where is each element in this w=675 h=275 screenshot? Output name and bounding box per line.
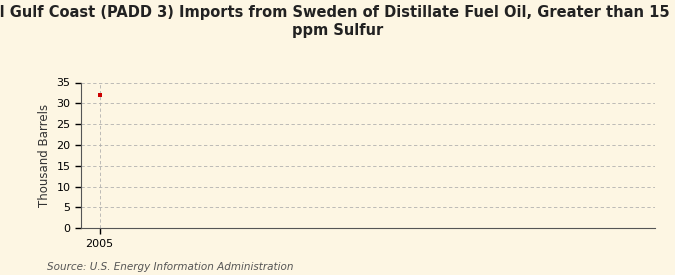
Text: Annual Gulf Coast (PADD 3) Imports from Sweden of Distillate Fuel Oil, Greater t: Annual Gulf Coast (PADD 3) Imports from … (0, 6, 675, 38)
Y-axis label: Thousand Barrels: Thousand Barrels (38, 104, 51, 207)
Text: Source: U.S. Energy Information Administration: Source: U.S. Energy Information Administ… (47, 262, 294, 272)
